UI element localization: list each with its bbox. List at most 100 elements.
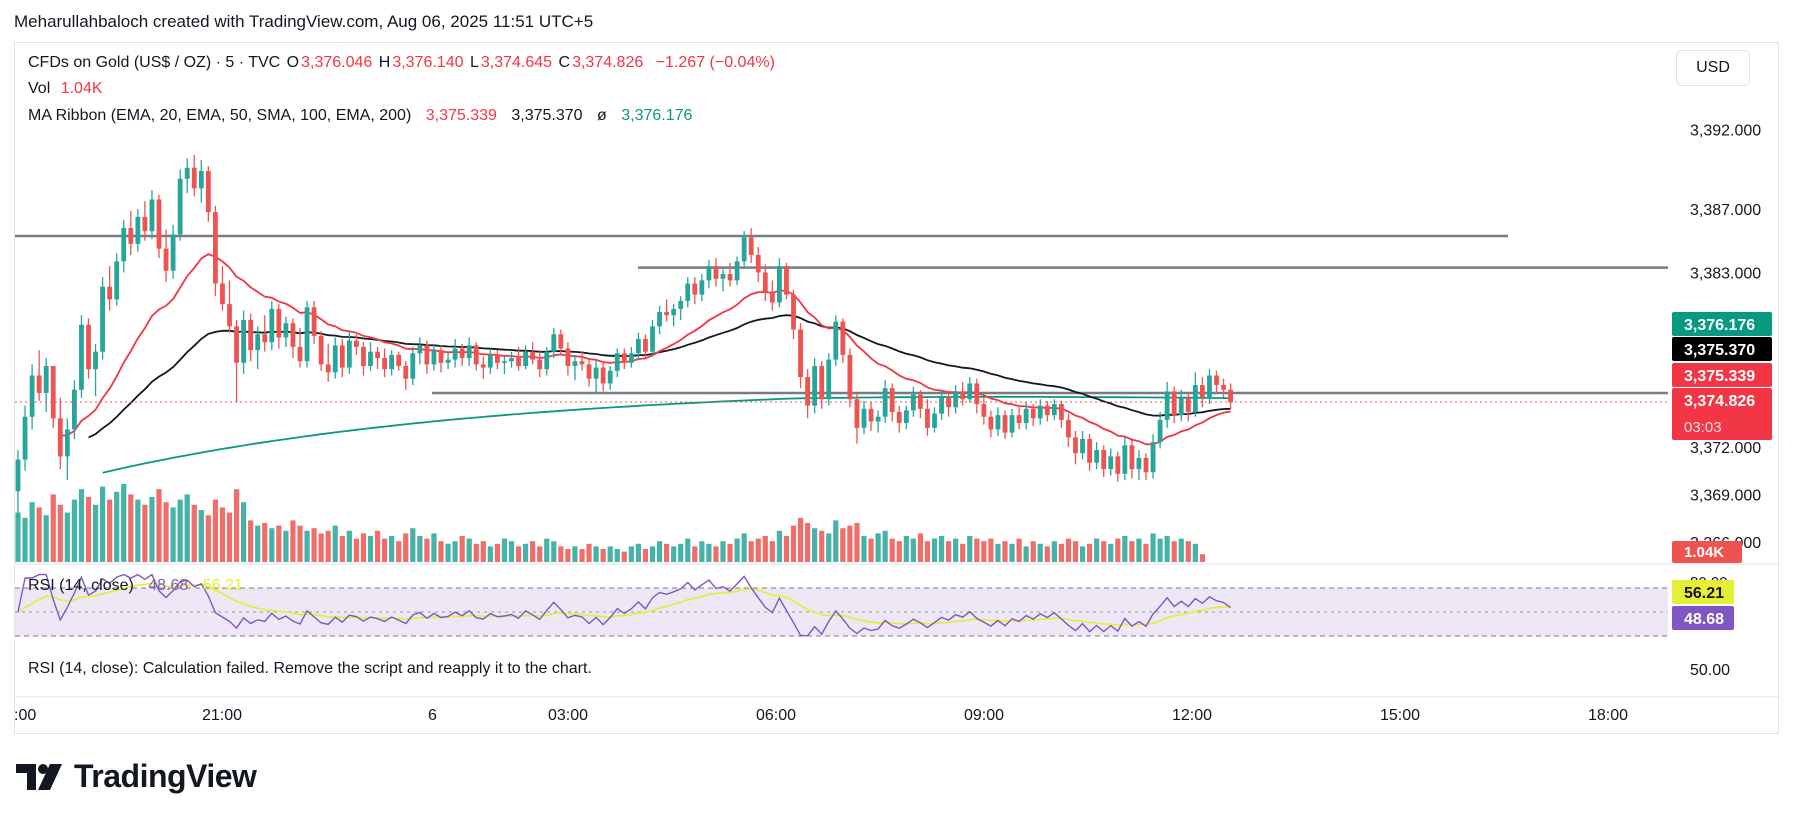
- candle-body: [685, 283, 691, 301]
- candle-body: [995, 415, 1001, 430]
- volume-bar: [847, 525, 853, 562]
- candle-body: [1009, 415, 1015, 433]
- volume-bar: [635, 543, 641, 562]
- volume-bar: [142, 504, 148, 562]
- y-tick-label: 3,387.000: [1690, 202, 1761, 219]
- volume-bar: [783, 536, 790, 562]
- volume-bar: [1115, 538, 1121, 562]
- volume-label[interactable]: Vol: [28, 80, 51, 97]
- volume-bar: [1044, 546, 1050, 562]
- candle-body: [607, 370, 613, 384]
- volume-bar: [396, 541, 402, 562]
- candle-body: [72, 389, 77, 430]
- candle-body: [149, 199, 155, 232]
- volume-bar: [614, 549, 620, 562]
- candle-body: [896, 411, 902, 424]
- volume-bar: [967, 536, 973, 562]
- ma-value-3: 3,376.176: [621, 107, 693, 124]
- candle-body: [198, 170, 204, 189]
- symbol-title[interactable]: CFDs on Gold (US$ / OZ) · 5 · TVC: [28, 54, 281, 71]
- price-countdown-label: 03:03: [1684, 419, 1722, 436]
- candle-body: [741, 237, 747, 262]
- candle-body: [544, 351, 550, 370]
- close-label: C: [558, 54, 571, 71]
- rsi-label[interactable]: RSI (14, close): [28, 577, 134, 594]
- candle-body: [777, 266, 782, 303]
- volume-bar: [438, 541, 444, 562]
- candle-body: [910, 394, 916, 411]
- volume-bar: [953, 538, 959, 562]
- volume-bar: [593, 546, 599, 562]
- candle-body: [417, 345, 423, 354]
- candle-body: [755, 254, 761, 273]
- volume-bar: [43, 515, 49, 562]
- ma-ribbon-label[interactable]: MA Ribbon (EMA, 20, EMA, 50, SMA, 100, E…: [28, 107, 412, 124]
- volume-bar: [374, 530, 381, 562]
- volume-bar: [473, 543, 479, 562]
- candle-body: [946, 397, 951, 408]
- volume-bar: [586, 543, 592, 562]
- ma-value-1: 3,375.339: [425, 107, 497, 124]
- candle-body: [643, 339, 648, 352]
- volume-bar: [1016, 538, 1022, 562]
- volume-bar: [1150, 533, 1156, 562]
- volume-bar: [1143, 543, 1149, 562]
- volume-bar: [720, 541, 726, 562]
- volume-bar: [212, 499, 218, 562]
- volume-bar: [896, 541, 902, 562]
- volume-bar: [819, 530, 825, 562]
- volume-bar: [1185, 541, 1191, 562]
- volume-axis-label-bg: [1672, 541, 1742, 563]
- candle-body: [854, 399, 860, 428]
- ma-200-line: [102, 396, 1231, 474]
- volume-bar: [304, 530, 310, 562]
- price-axis-label: 3,374.826: [1684, 393, 1755, 410]
- candle-body: [558, 334, 564, 349]
- ma-ribbon-legend: MA Ribbon (EMA, 20, EMA, 50, SMA, 100, E…: [28, 107, 694, 125]
- candle-body: [1221, 385, 1226, 390]
- candle-body: [1178, 397, 1184, 416]
- candle-body: [346, 340, 352, 368]
- volume-bar: [551, 541, 557, 562]
- volume-bar: [706, 543, 712, 562]
- candle-body: [819, 365, 825, 400]
- volume-bar: [1192, 543, 1198, 562]
- volume-bar: [184, 494, 190, 562]
- volume-bar: [50, 494, 56, 562]
- candle-body: [1185, 397, 1191, 412]
- volume-bar: [960, 543, 966, 562]
- volume-bar: [861, 536, 867, 562]
- currency-button[interactable]: USD: [1676, 50, 1750, 86]
- volume-bar: [107, 499, 113, 562]
- volume-bar: [262, 523, 268, 562]
- volume-bar: [579, 549, 585, 562]
- price-axis-label-bg: [1672, 337, 1772, 361]
- candle-body: [495, 354, 500, 363]
- volume-bar: [85, 497, 92, 562]
- volume-bar: [812, 528, 818, 562]
- price-axis-label-bg: [1672, 312, 1772, 336]
- ma-separator: ø: [597, 107, 607, 124]
- candle-body: [1143, 457, 1149, 473]
- candle-body: [1115, 456, 1121, 474]
- candle-body: [600, 367, 606, 384]
- candle-body: [784, 266, 789, 295]
- volume-bar: [537, 546, 543, 562]
- candle-body: [720, 274, 726, 279]
- volume-bar: [607, 546, 613, 562]
- candle-body: [431, 350, 437, 365]
- x-tick-label: 03:00: [548, 707, 588, 724]
- volume-bar: [868, 538, 874, 562]
- candle-body: [748, 237, 754, 255]
- candle-body: [22, 416, 28, 460]
- candle-body: [1002, 415, 1008, 433]
- candle-body: [1171, 391, 1177, 416]
- volume-bar: [565, 549, 571, 562]
- volume-bar: [57, 504, 63, 562]
- candle-body: [276, 308, 282, 338]
- volume-bar: [276, 525, 282, 562]
- volume-bar: [198, 510, 204, 562]
- volume-bar: [1164, 536, 1170, 562]
- volume-bar: [917, 533, 923, 562]
